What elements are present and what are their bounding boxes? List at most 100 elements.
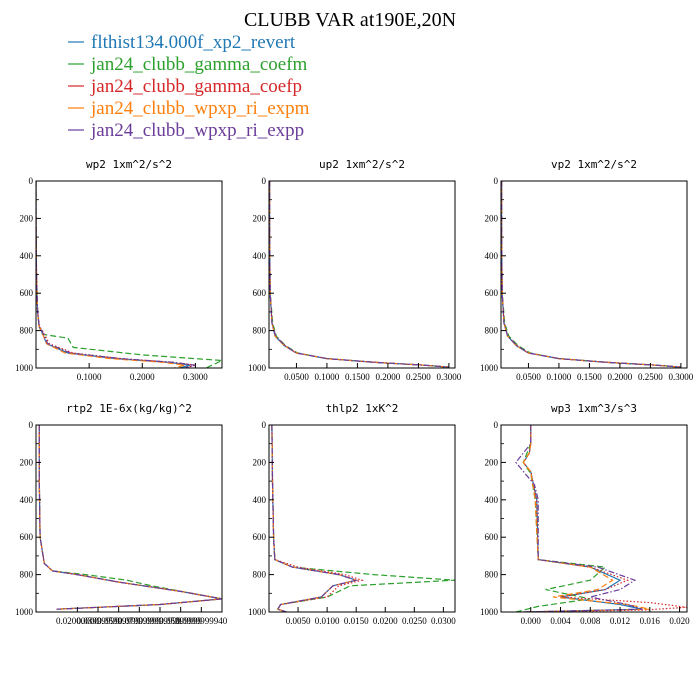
xtick-label-2-2: 0.1500 — [577, 372, 602, 382]
panel-series-5 — [515, 425, 687, 612]
ytick-label-5-2: 400 — [485, 495, 499, 505]
panel-series-3 — [38, 425, 222, 610]
chart-panels: wp2 1xm^2/s^2 0 200 400 600 800 1000 0.1000 0.20… — [15, 158, 694, 626]
panel-5: wp3 1xm^3/s^3 0 200 400 600 800 1000 0.000 0.004… — [480, 402, 690, 626]
ytick-label-3-0: 0 — [29, 420, 34, 430]
ytick-label-4-5: 1000 — [248, 607, 267, 617]
ytick-label-2-4: 800 — [485, 326, 499, 336]
ytick-label-2-5: 1000 — [480, 363, 499, 373]
series-line-3-1 — [38, 425, 222, 610]
series-line-0-0 — [36, 181, 191, 368]
panel-0: wp2 1xm^2/s^2 0 200 400 600 800 1000 0.1000 0.20… — [15, 158, 223, 382]
ytick-label-1-5: 1000 — [248, 363, 267, 373]
series-line-4-4 — [271, 425, 359, 612]
series-line-1-4 — [269, 181, 449, 368]
ytick-label-2-1: 200 — [485, 213, 499, 223]
xtick-label-3-3: 0.07999999 — [118, 616, 161, 626]
ytick-label-3-2: 400 — [20, 495, 34, 505]
ytick-label-3-4: 800 — [20, 570, 34, 580]
ytick-label-5-3: 600 — [485, 532, 499, 542]
xtick-label-1-4: 0.2500 — [406, 372, 431, 382]
xtick-label-5-2: 0.008 — [580, 616, 601, 626]
xtick-label-1-2: 0.1500 — [345, 372, 370, 382]
ytick-label-4-3: 600 — [253, 532, 267, 542]
xtick-label-2-1: 0.1000 — [547, 372, 572, 382]
ytick-label-0-2: 400 — [20, 251, 34, 261]
series-line-0-1 — [36, 181, 222, 368]
legend-label-4: jan24_clubb_wpxp_ri_expp — [90, 120, 304, 141]
xtick-label-4-3: 0.0200 — [373, 616, 398, 626]
series-line-5-0 — [522, 425, 643, 612]
plot-frame-4 — [268, 424, 456, 613]
panel-series-2 — [501, 181, 681, 368]
xtick-label-3-1: 0.03999999 — [77, 616, 120, 626]
ytick-label-3-1: 200 — [20, 457, 34, 467]
xtick-label-0-1: 0.2000 — [130, 372, 155, 382]
xtick-label-2-0: 0.0500 — [516, 372, 541, 382]
series-line-5-3 — [522, 425, 650, 612]
ytick-label-0-5: 1000 — [15, 363, 34, 373]
legend-label-0: flthist134.000f_xp2_revert — [91, 32, 296, 53]
legend-label-1: jan24_clubb_gamma_coefm — [90, 54, 308, 75]
plot-frame-0 — [35, 180, 223, 369]
series-line-5-2 — [522, 425, 687, 612]
panel-series-4 — [271, 425, 455, 612]
series-line-1-0 — [269, 181, 449, 368]
panel-title-3: rtp2 1E-6x(kg/kg)^2 — [66, 402, 192, 415]
ytick-label-2-2: 400 — [485, 251, 499, 261]
series-line-0-2 — [36, 181, 196, 368]
xtick-label-2-5: 0.3000 — [669, 372, 694, 382]
xtick-label-5-5: 0.020 — [669, 616, 690, 626]
series-line-0-3 — [36, 181, 185, 368]
xtick-label-0-0: 0.1000 — [77, 372, 102, 382]
xtick-label-1-5: 0.3000 — [437, 372, 462, 382]
ytick-label-2-3: 600 — [485, 288, 499, 298]
plot-frame-2 — [500, 180, 688, 369]
panel-3: rtp2 1E-6x(kg/kg)^2 0 200 400 600 800 1000 0.02… — [15, 402, 228, 626]
series-line-1-1 — [269, 181, 449, 368]
xtick-label-4-4: 0.0250 — [402, 616, 427, 626]
series-line-1-3 — [269, 181, 449, 368]
series-line-2-1 — [501, 181, 681, 368]
xtick-label-1-1: 0.1000 — [315, 372, 340, 382]
legend-label-2: jan24_clubb_gamma_coefp — [90, 76, 302, 97]
xtick-label-2-4: 0.2500 — [638, 372, 663, 382]
ytick-label-5-0: 0 — [494, 420, 499, 430]
series-line-1-2 — [269, 181, 449, 368]
legend-label-3: jan24_clubb_wpxp_ri_expm — [90, 98, 310, 119]
panel-title-1: up2 1xm^2/s^2 — [319, 158, 405, 171]
ytick-label-0-3: 600 — [20, 288, 34, 298]
series-line-2-2 — [501, 181, 681, 368]
ytick-label-0-4: 800 — [20, 326, 34, 336]
xtick-label-4-2: 0.0150 — [344, 616, 369, 626]
ytick-label-1-3: 600 — [253, 288, 267, 298]
xtick-label-4-1: 0.0100 — [315, 616, 340, 626]
xtick-label-5-0: 0.000 — [521, 616, 542, 626]
ytick-label-3-5: 1000 — [15, 607, 34, 617]
panel-title-0: wp2 1xm^2/s^2 — [86, 158, 172, 171]
ytick-label-4-4: 800 — [253, 570, 267, 580]
ytick-label-2-0: 0 — [494, 176, 499, 186]
xtick-label-0-2: 0.3000 — [183, 372, 208, 382]
legend: flthist134.000f_xp2_revertjan24_clubb_ga… — [68, 32, 310, 141]
series-line-0-4 — [36, 181, 196, 368]
xtick-label-2-3: 0.2000 — [608, 372, 633, 382]
xtick-label-1-0: 0.0500 — [284, 372, 309, 382]
series-line-4-0 — [271, 425, 359, 612]
panel-4: thlp2 1xK^2 0 200 400 600 800 1000 0.0050 0.0100… — [248, 402, 456, 626]
xtick-label-1-3: 0.2000 — [376, 372, 401, 382]
figure-title: CLUBB VAR at190E,20N — [244, 9, 456, 31]
ytick-label-1-2: 400 — [253, 251, 267, 261]
series-line-2-3 — [501, 181, 681, 368]
xtick-label-3-4: 0.09999999 — [139, 616, 182, 626]
xtick-label-5-4: 0.016 — [640, 616, 661, 626]
series-line-2-4 — [501, 181, 681, 368]
ytick-label-3-3: 600 — [20, 532, 34, 542]
series-line-4-1 — [271, 425, 455, 612]
ytick-label-0-0: 0 — [29, 176, 34, 186]
ytick-label-4-2: 400 — [253, 495, 267, 505]
series-line-5-4 — [515, 425, 643, 612]
panel-series-0 — [36, 181, 222, 368]
panel-title-5: wp3 1xm^3/s^3 — [551, 402, 637, 415]
